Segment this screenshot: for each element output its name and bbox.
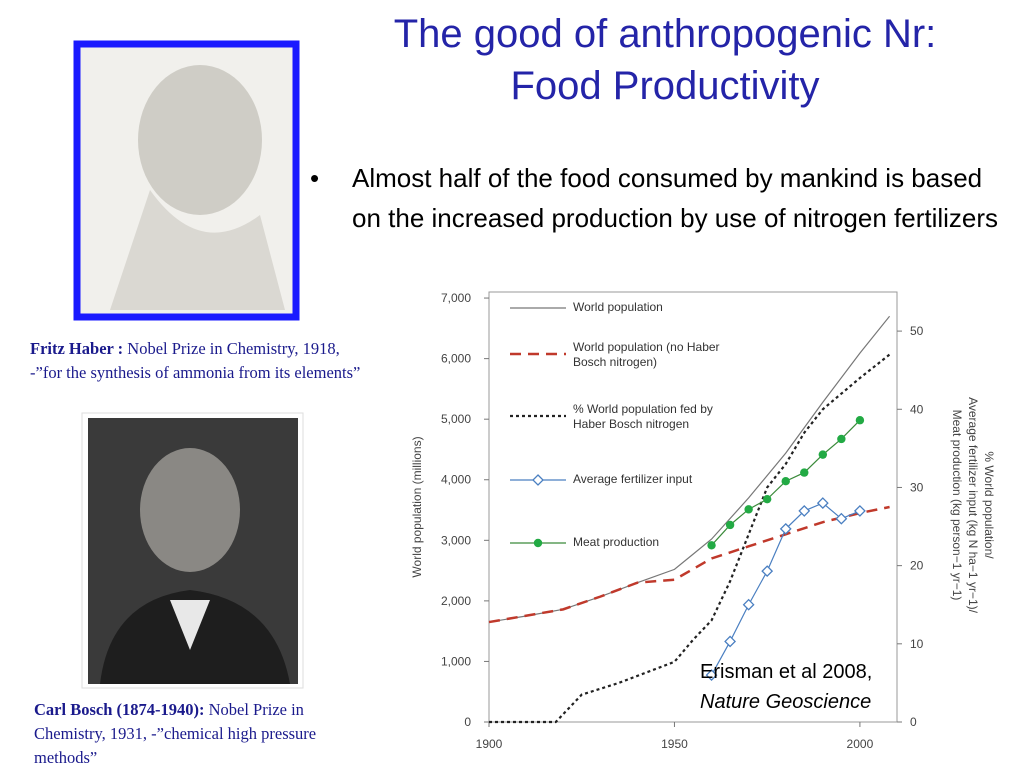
legend-label: World population (no Haber Bosch nitroge… — [573, 340, 720, 369]
portrait-head — [138, 65, 262, 215]
y2-tick-label: 30 — [910, 480, 924, 494]
legend-marker — [532, 474, 544, 486]
series-line — [489, 353, 891, 724]
bullet-dot: • — [310, 163, 320, 193]
y2-tick-label: 50 — [910, 324, 924, 338]
data-point — [705, 669, 718, 682]
data-point — [781, 477, 790, 486]
data-point — [725, 520, 735, 530]
y-tick-label: 0 — [464, 715, 471, 729]
y-tick-label: 4,000 — [441, 473, 471, 487]
data-point — [855, 416, 865, 425]
caption-text: Nobel Prize in Chemistry, 1918, -”for th… — [30, 339, 361, 382]
y2-tick-label: 10 — [910, 637, 924, 651]
legend-label: Meat production — [573, 535, 660, 549]
y-tick-label: 3,000 — [441, 533, 471, 547]
caption-name: Fritz Haber : — [30, 339, 124, 358]
legend-label: % World population fed by Haber Bosch ni… — [573, 402, 713, 431]
y2-tick-label: 40 — [910, 402, 924, 416]
bullet: • Almost half of the food consumed by man… — [310, 158, 1010, 270]
caption: Carl Bosch (1874-1940): Nobel Prize in C… — [34, 698, 354, 770]
x-tick-label: 1950 — [661, 737, 688, 751]
data-point — [761, 565, 774, 578]
y2-tick-label: 20 — [910, 559, 924, 573]
caption-name: Carl Bosch (1874-1940): — [34, 700, 205, 719]
y2-axis-label: Meat production (kg person−1 yr−1) — [950, 410, 964, 601]
y2-tick-label: 0 — [910, 715, 917, 729]
citation: Erisman et al 2008, Nature Geoscience — [700, 657, 872, 717]
data-point — [800, 468, 809, 477]
data-point — [818, 450, 828, 459]
y2-axis-label: % World population/ — [982, 451, 996, 559]
data-point — [835, 512, 848, 525]
data-point — [853, 504, 866, 517]
y-tick-label: 6,000 — [441, 352, 471, 366]
portrait-head — [140, 448, 240, 572]
legend-label: World population — [573, 300, 663, 314]
data-point — [744, 505, 753, 514]
x-tick-label: 2000 — [847, 737, 874, 751]
data-point — [816, 497, 829, 510]
data-point — [779, 522, 792, 535]
data-point — [724, 635, 737, 648]
slide-title: The good of anthropogenic Nr: Food Produ… — [330, 8, 1000, 112]
y-tick-label: 1,000 — [441, 654, 471, 668]
title-line: The good of anthropogenic Nr: — [393, 12, 937, 56]
y-tick-label: 5,000 — [441, 412, 471, 426]
bullet-text: Almost half of the food consumed by mank… — [352, 163, 999, 233]
legend-marker — [533, 538, 543, 548]
data-point — [762, 494, 772, 504]
portrait-body — [110, 190, 285, 310]
y-axis-label: World population (millions) — [410, 436, 424, 577]
data-point — [707, 541, 716, 550]
data-point — [742, 598, 755, 611]
y-tick-label: 2,000 — [441, 594, 471, 608]
y2-axis-label: Average fertilizer input (kg N ha−1 yr−1… — [966, 397, 980, 614]
citation-journal: Nature Geoscience — [700, 691, 872, 713]
title-line: Food Productivity — [510, 64, 820, 108]
series-line — [488, 505, 890, 624]
caption-text: Nobel Prize in Chemistry, 1931, -”chemic… — [34, 700, 317, 767]
plot-frame — [488, 291, 898, 723]
data-point — [798, 504, 811, 517]
citation-text: Erisman et al 2008, — [700, 661, 873, 683]
legend-label: Average fertilizer input — [573, 472, 693, 486]
portrait-collar — [170, 600, 210, 650]
caption: Fritz Haber : Nobel Prize in Chemistry, … — [30, 337, 370, 385]
y-tick-label: 7,000 — [441, 291, 471, 305]
x-tick-label: 1900 — [476, 737, 503, 751]
data-point — [837, 434, 846, 444]
